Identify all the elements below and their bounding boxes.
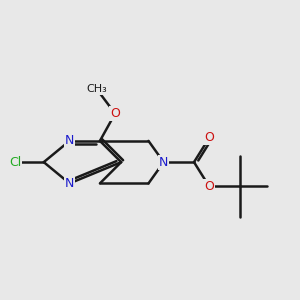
Text: O: O [110, 107, 120, 120]
Text: CH₃: CH₃ [86, 84, 107, 94]
Text: N: N [159, 156, 168, 169]
Text: Cl: Cl [9, 156, 21, 169]
Text: N: N [65, 134, 74, 147]
Text: N: N [65, 177, 74, 190]
Text: O: O [204, 131, 214, 144]
Text: O: O [204, 180, 214, 193]
